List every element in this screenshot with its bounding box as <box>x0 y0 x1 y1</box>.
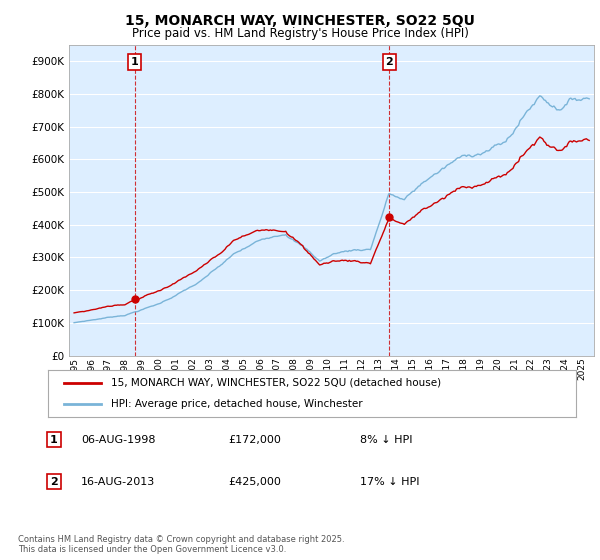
Text: 1: 1 <box>131 57 139 67</box>
Text: 2: 2 <box>50 477 58 487</box>
Text: Price paid vs. HM Land Registry's House Price Index (HPI): Price paid vs. HM Land Registry's House … <box>131 27 469 40</box>
Text: 06-AUG-1998: 06-AUG-1998 <box>81 435 155 445</box>
Text: 2: 2 <box>386 57 393 67</box>
Text: 15, MONARCH WAY, WINCHESTER, SO22 5QU (detached house): 15, MONARCH WAY, WINCHESTER, SO22 5QU (d… <box>112 378 442 388</box>
Text: HPI: Average price, detached house, Winchester: HPI: Average price, detached house, Winc… <box>112 399 363 409</box>
Text: Contains HM Land Registry data © Crown copyright and database right 2025.
This d: Contains HM Land Registry data © Crown c… <box>18 535 344 554</box>
Text: 8% ↓ HPI: 8% ↓ HPI <box>360 435 413 445</box>
Text: 16-AUG-2013: 16-AUG-2013 <box>81 477 155 487</box>
Text: £172,000: £172,000 <box>228 435 281 445</box>
Text: 1: 1 <box>50 435 58 445</box>
Text: 15, MONARCH WAY, WINCHESTER, SO22 5QU: 15, MONARCH WAY, WINCHESTER, SO22 5QU <box>125 14 475 28</box>
Text: 17% ↓ HPI: 17% ↓ HPI <box>360 477 419 487</box>
Text: £425,000: £425,000 <box>228 477 281 487</box>
